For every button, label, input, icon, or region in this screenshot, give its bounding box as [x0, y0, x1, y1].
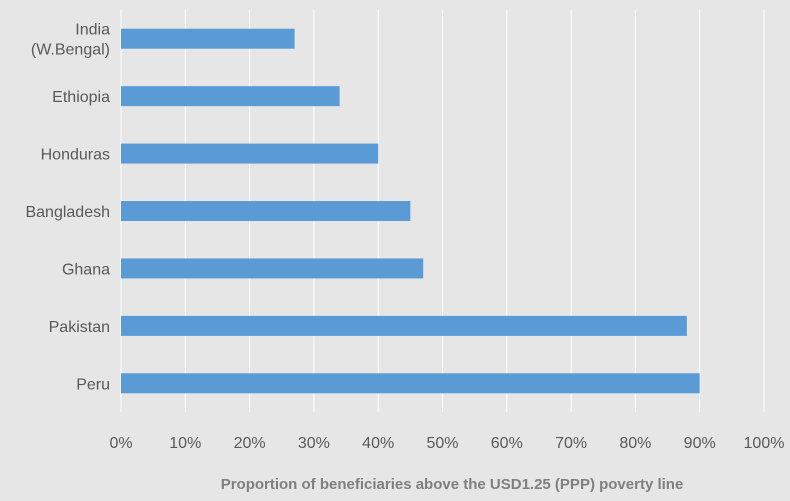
bar [121, 315, 687, 336]
x-tick-label: 0% [109, 435, 132, 452]
bar [121, 86, 340, 107]
x-axis-title: Proportion of beneficiaries above the US… [221, 476, 684, 493]
x-tick-label: 100% [744, 435, 785, 452]
x-tick-label: 30% [298, 435, 330, 452]
category-label: Ethiopia [52, 89, 110, 106]
bar [121, 143, 379, 164]
category-label: India (W.Bengal) [31, 22, 110, 59]
category-label: Ghana [62, 261, 110, 278]
x-tick-label: 80% [619, 435, 651, 452]
x-tick-label: 90% [684, 435, 716, 452]
category-label: Peru [76, 376, 110, 393]
category-label: Pakistan [49, 319, 110, 336]
bar [121, 28, 295, 49]
category-label: Honduras [41, 147, 110, 164]
bar [121, 201, 411, 221]
category-label: Bangladesh [25, 204, 110, 221]
x-tick-label: 40% [362, 435, 394, 452]
x-tick-label: 60% [491, 435, 523, 452]
x-tick-label: 50% [426, 435, 458, 452]
x-tick-label: 20% [234, 435, 266, 452]
x-tick-labels: 0% 10% 20% 30% 40% 50% 60% 70% 80% 90% 100% [109, 435, 784, 452]
x-tick-label: 10% [169, 435, 201, 452]
bar [121, 373, 700, 394]
category-labels: India (W.Bengal) Ethiopia Honduras Banglades… [25, 22, 110, 394]
bar [121, 258, 424, 279]
x-tick-label: 70% [555, 435, 587, 452]
bars [121, 28, 700, 394]
